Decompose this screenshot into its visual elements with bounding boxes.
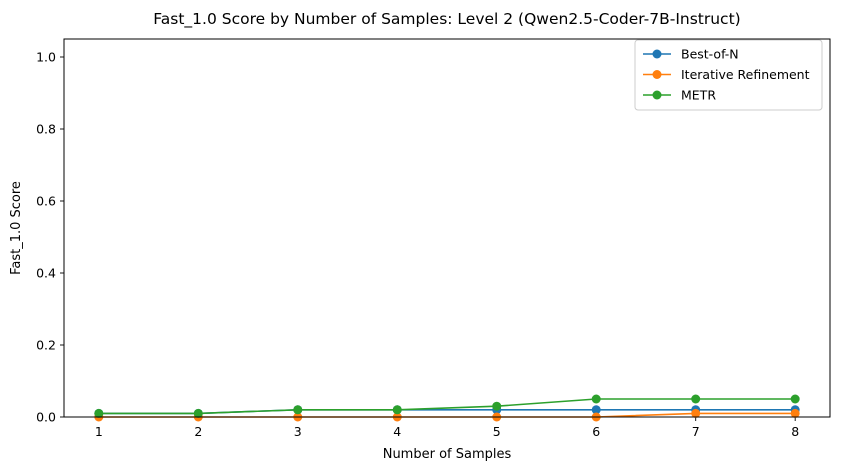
y-axis-label: Fast_1.0 Score [9, 181, 24, 275]
legend-marker [652, 70, 662, 79]
y-tick-label: 0.0 [36, 410, 56, 425]
series-3-point [193, 408, 203, 418]
axes-frame [63, 38, 831, 418]
y-tick-label: 0.6 [36, 194, 56, 209]
series-3-point [293, 405, 303, 415]
legend-box [634, 39, 823, 111]
chart-title: Fast_1.0 Score by Number of Samples: Lev… [153, 10, 740, 29]
legend: Best-of-N Iterative Refinement METR [634, 39, 823, 111]
x-tick-label: 5 [493, 424, 501, 439]
y-tick-label: 0.2 [36, 338, 56, 353]
legend-marker [652, 49, 662, 59]
series-3-point [591, 394, 601, 404]
y-tick-label: 1.0 [36, 50, 56, 65]
legend-label: METR [681, 88, 716, 103]
series-3-point [691, 394, 701, 404]
series-3-point [790, 394, 800, 404]
x-tick-label: 4 [393, 424, 401, 439]
x-tick-label: 6 [592, 424, 600, 439]
x-tick-label: 1 [95, 424, 103, 439]
legend-label: Best-of-N [681, 47, 739, 62]
legend-marker [652, 90, 662, 100]
x-axis-label: Number of Samples [383, 447, 512, 462]
series-1-point [591, 405, 601, 415]
series-2-point [691, 408, 701, 418]
plot-area: 1 2 3 4 5 6 7 8 0.0 0.2 0.4 0.6 0.8 1.0 [36, 50, 800, 439]
series-line-3 [98, 398, 796, 415]
legend-label: Iterative Refinement [681, 67, 810, 82]
y-tick-label: 0.4 [36, 266, 56, 281]
series-3-point [94, 408, 104, 418]
series-3-point [392, 405, 402, 415]
series-2-point [790, 408, 800, 418]
x-tick-label: 3 [294, 424, 302, 439]
y-tick-label: 0.8 [36, 122, 56, 137]
x-tick-label: 8 [791, 424, 799, 439]
series-3-point [492, 401, 502, 411]
x-tick-label: 7 [692, 424, 700, 439]
x-tick-label: 2 [194, 424, 202, 439]
